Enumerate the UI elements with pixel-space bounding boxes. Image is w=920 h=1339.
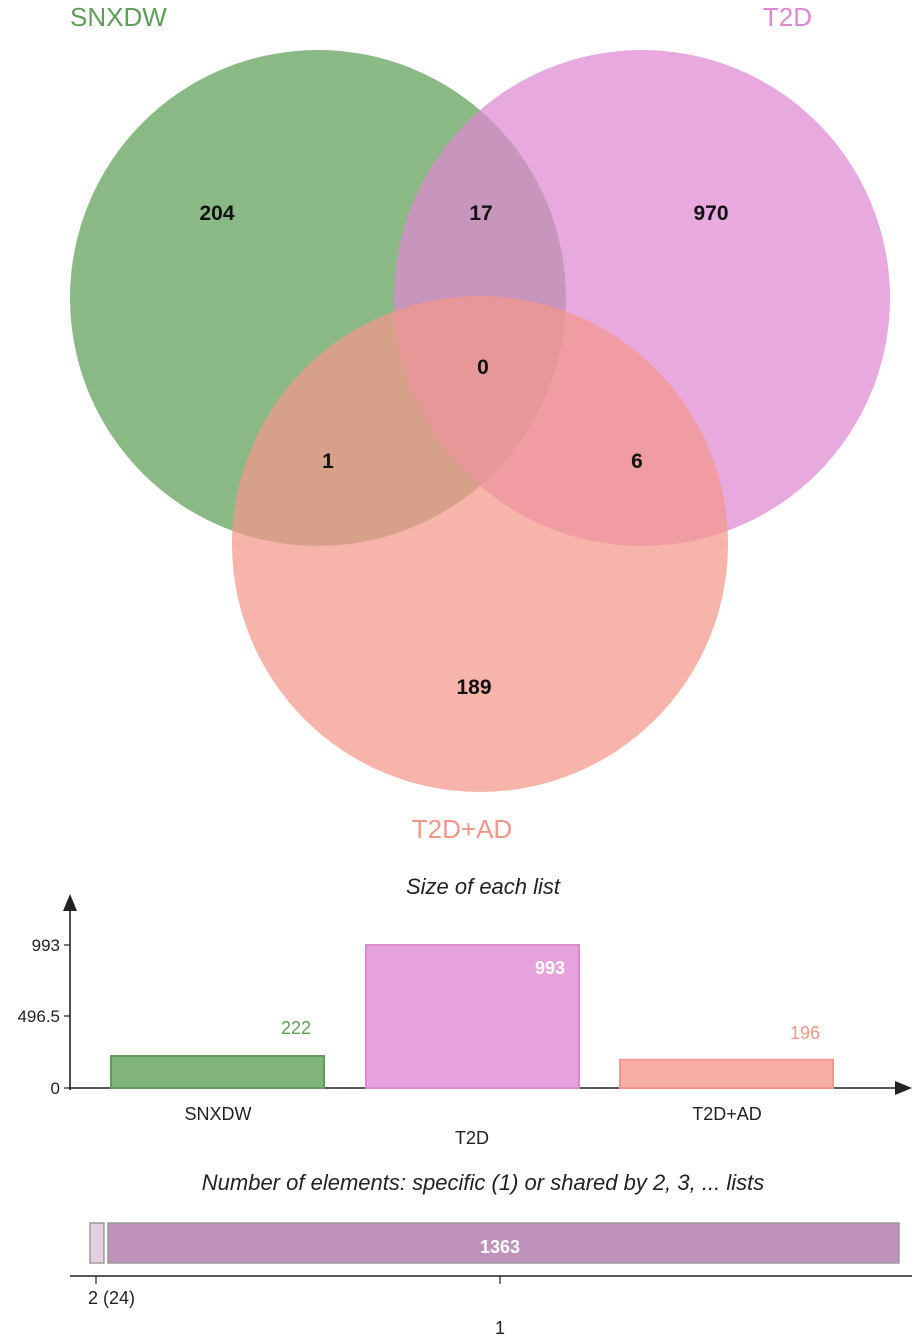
venn-diagram: SNXDW T2D T2D+AD 204 17 970 0 1 6 189 bbox=[70, 2, 890, 844]
x-label-snxdw: SNXDW bbox=[185, 1104, 252, 1124]
x-label-t2d: T2D bbox=[455, 1128, 489, 1148]
venn-region-t2d-t2d-ad: 6 bbox=[631, 450, 643, 473]
y-tick-label-1: 496.5 bbox=[17, 1007, 60, 1026]
segment-value-1: 1363 bbox=[480, 1237, 520, 1257]
list-size-title: Size of each list bbox=[406, 874, 561, 899]
segment-shared-2 bbox=[89, 1222, 105, 1264]
y-tick-label-0: 0 bbox=[51, 1079, 60, 1098]
shared-elements-title: Number of elements: specific (1) or shar… bbox=[202, 1170, 764, 1195]
bar-t2d bbox=[365, 944, 580, 1089]
list-size-chart: Size of each list 0 496.5 993 222 993 19… bbox=[17, 874, 912, 1148]
venn-region-all-three: 0 bbox=[477, 356, 489, 379]
shared-tick-label-1: 1 bbox=[495, 1318, 505, 1338]
venn-circle-t2d-ad bbox=[232, 296, 728, 792]
x-axis-arrow bbox=[895, 1081, 912, 1095]
y-axis-arrow bbox=[63, 894, 77, 911]
shared-elements-chart: Number of elements: specific (1) or shar… bbox=[70, 1170, 912, 1338]
venn-region-snxdw-t2d-ad: 1 bbox=[322, 450, 334, 473]
segment-specific-1 bbox=[107, 1222, 900, 1264]
shared-tick-label-2: 2 (24) bbox=[88, 1288, 135, 1308]
venn-label-t2d-ad: T2D+AD bbox=[412, 814, 512, 844]
x-label-t2d-ad: T2D+AD bbox=[692, 1104, 762, 1124]
bar-snxdw bbox=[110, 1055, 325, 1089]
y-tick-label-2: 993 bbox=[32, 936, 60, 955]
bar-value-t2d-ad: 196 bbox=[790, 1023, 820, 1043]
venn-region-t2d-ad-only: 189 bbox=[456, 676, 491, 699]
venn-label-snxdw: SNXDW bbox=[70, 2, 167, 32]
venn-region-t2d-only: 970 bbox=[693, 202, 728, 225]
bar-t2d-ad bbox=[619, 1058, 834, 1089]
bar-value-t2d: 993 bbox=[535, 958, 565, 978]
venn-region-snxdw-t2d: 17 bbox=[469, 202, 492, 225]
venn-label-t2d: T2D bbox=[763, 2, 812, 32]
venn-region-snxdw-only: 204 bbox=[199, 202, 234, 225]
bar-value-snxdw: 222 bbox=[281, 1018, 311, 1038]
